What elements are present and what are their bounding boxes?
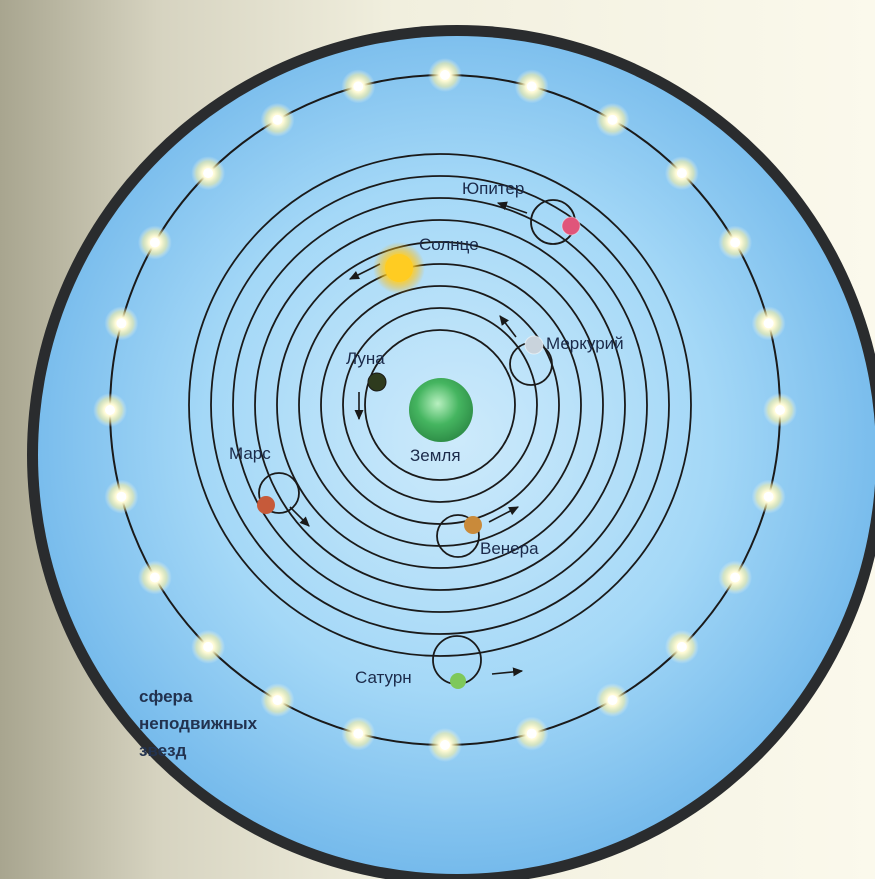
- star-icon: [116, 491, 127, 502]
- star-icon: [116, 318, 127, 329]
- sky-disc: [38, 36, 875, 874]
- orbit-7: [232, 197, 648, 613]
- mercury-label: Меркурий: [546, 334, 624, 353]
- saturn-planet: [450, 673, 466, 689]
- mercury-planet: [524, 335, 544, 355]
- star-icon: [763, 318, 774, 329]
- venus-epicycle: [436, 514, 480, 558]
- star-icon: [149, 237, 160, 248]
- star-icon: [526, 728, 537, 739]
- star-icon: [730, 572, 741, 583]
- star-icon: [730, 237, 741, 248]
- star-icon: [440, 740, 450, 750]
- saturn-label: Сатурн: [355, 668, 412, 687]
- orbits: [188, 153, 692, 657]
- orbit-8: [210, 175, 670, 635]
- jupiter-arrow: [496, 201, 528, 214]
- sun-planet: [385, 254, 413, 282]
- venus-planet: [464, 516, 482, 534]
- star-icon: [440, 70, 450, 80]
- jupiter-label: Юпитер: [462, 179, 524, 198]
- star-icon: [272, 114, 283, 125]
- star-icon: [676, 168, 687, 179]
- star-icon: [526, 81, 537, 92]
- sun-label: Солнце: [419, 235, 479, 254]
- fixed-stars: [93, 58, 797, 762]
- jupiter-planet: [561, 216, 581, 236]
- orbit-9: [188, 153, 692, 657]
- star-icon: [203, 641, 214, 652]
- stars-caption-line-3: звезд: [139, 741, 187, 760]
- mars-label: Марс: [229, 444, 271, 463]
- earth-label: Земля: [410, 446, 461, 465]
- planet-labels: Юпитер Солнце Меркурий Луна Марс Венера …: [229, 179, 624, 687]
- star-icon: [676, 641, 687, 652]
- star-icon: [763, 491, 774, 502]
- fixed-stars-caption: сфера неподвижных звезд: [139, 687, 258, 760]
- star-icon: [203, 168, 214, 179]
- star-icon: [353, 81, 364, 92]
- venus-label: Венера: [480, 539, 539, 558]
- mercury-arrow: [499, 315, 517, 338]
- planets: [257, 216, 581, 689]
- mars-arrow: [289, 506, 310, 527]
- mars-epicycle: [258, 472, 300, 514]
- star-icon: [607, 695, 618, 706]
- stars-caption-line-2: неподвижных: [139, 714, 258, 733]
- moon-planet: [367, 372, 387, 392]
- mars-planet: [257, 496, 275, 514]
- star-icon: [353, 728, 364, 739]
- orbit-2: [342, 307, 538, 503]
- star-icon: [149, 572, 160, 583]
- orbit-1: [364, 329, 516, 481]
- moon-label: Луна: [346, 349, 385, 368]
- star-icon: [105, 405, 115, 415]
- star-icon: [607, 114, 618, 125]
- orbit-6: [254, 219, 626, 591]
- star-icon: [775, 405, 785, 415]
- saturn-arrow: [491, 667, 524, 677]
- venus-arrow: [488, 506, 519, 523]
- star-icon: [272, 695, 283, 706]
- earth-planet: [409, 378, 473, 442]
- stars-caption-line-1: сфера: [139, 687, 193, 706]
- orbit-5: [276, 241, 604, 569]
